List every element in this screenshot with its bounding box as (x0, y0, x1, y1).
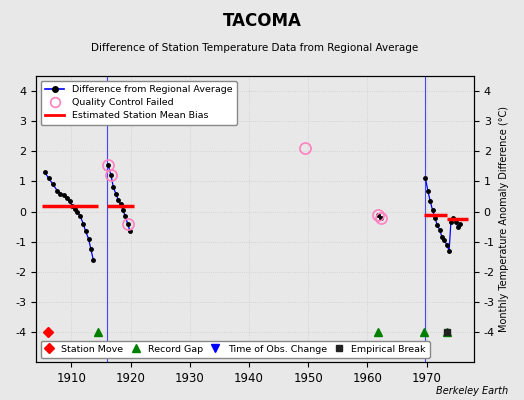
Title: Difference of Station Temperature Data from Regional Average: Difference of Station Temperature Data f… (91, 43, 419, 53)
Legend: Station Move, Record Gap, Time of Obs. Change, Empirical Break: Station Move, Record Gap, Time of Obs. C… (40, 341, 430, 358)
Text: Berkeley Earth: Berkeley Earth (436, 386, 508, 396)
Text: TACOMA: TACOMA (223, 12, 301, 30)
Y-axis label: Monthly Temperature Anomaly Difference (°C): Monthly Temperature Anomaly Difference (… (499, 106, 509, 332)
